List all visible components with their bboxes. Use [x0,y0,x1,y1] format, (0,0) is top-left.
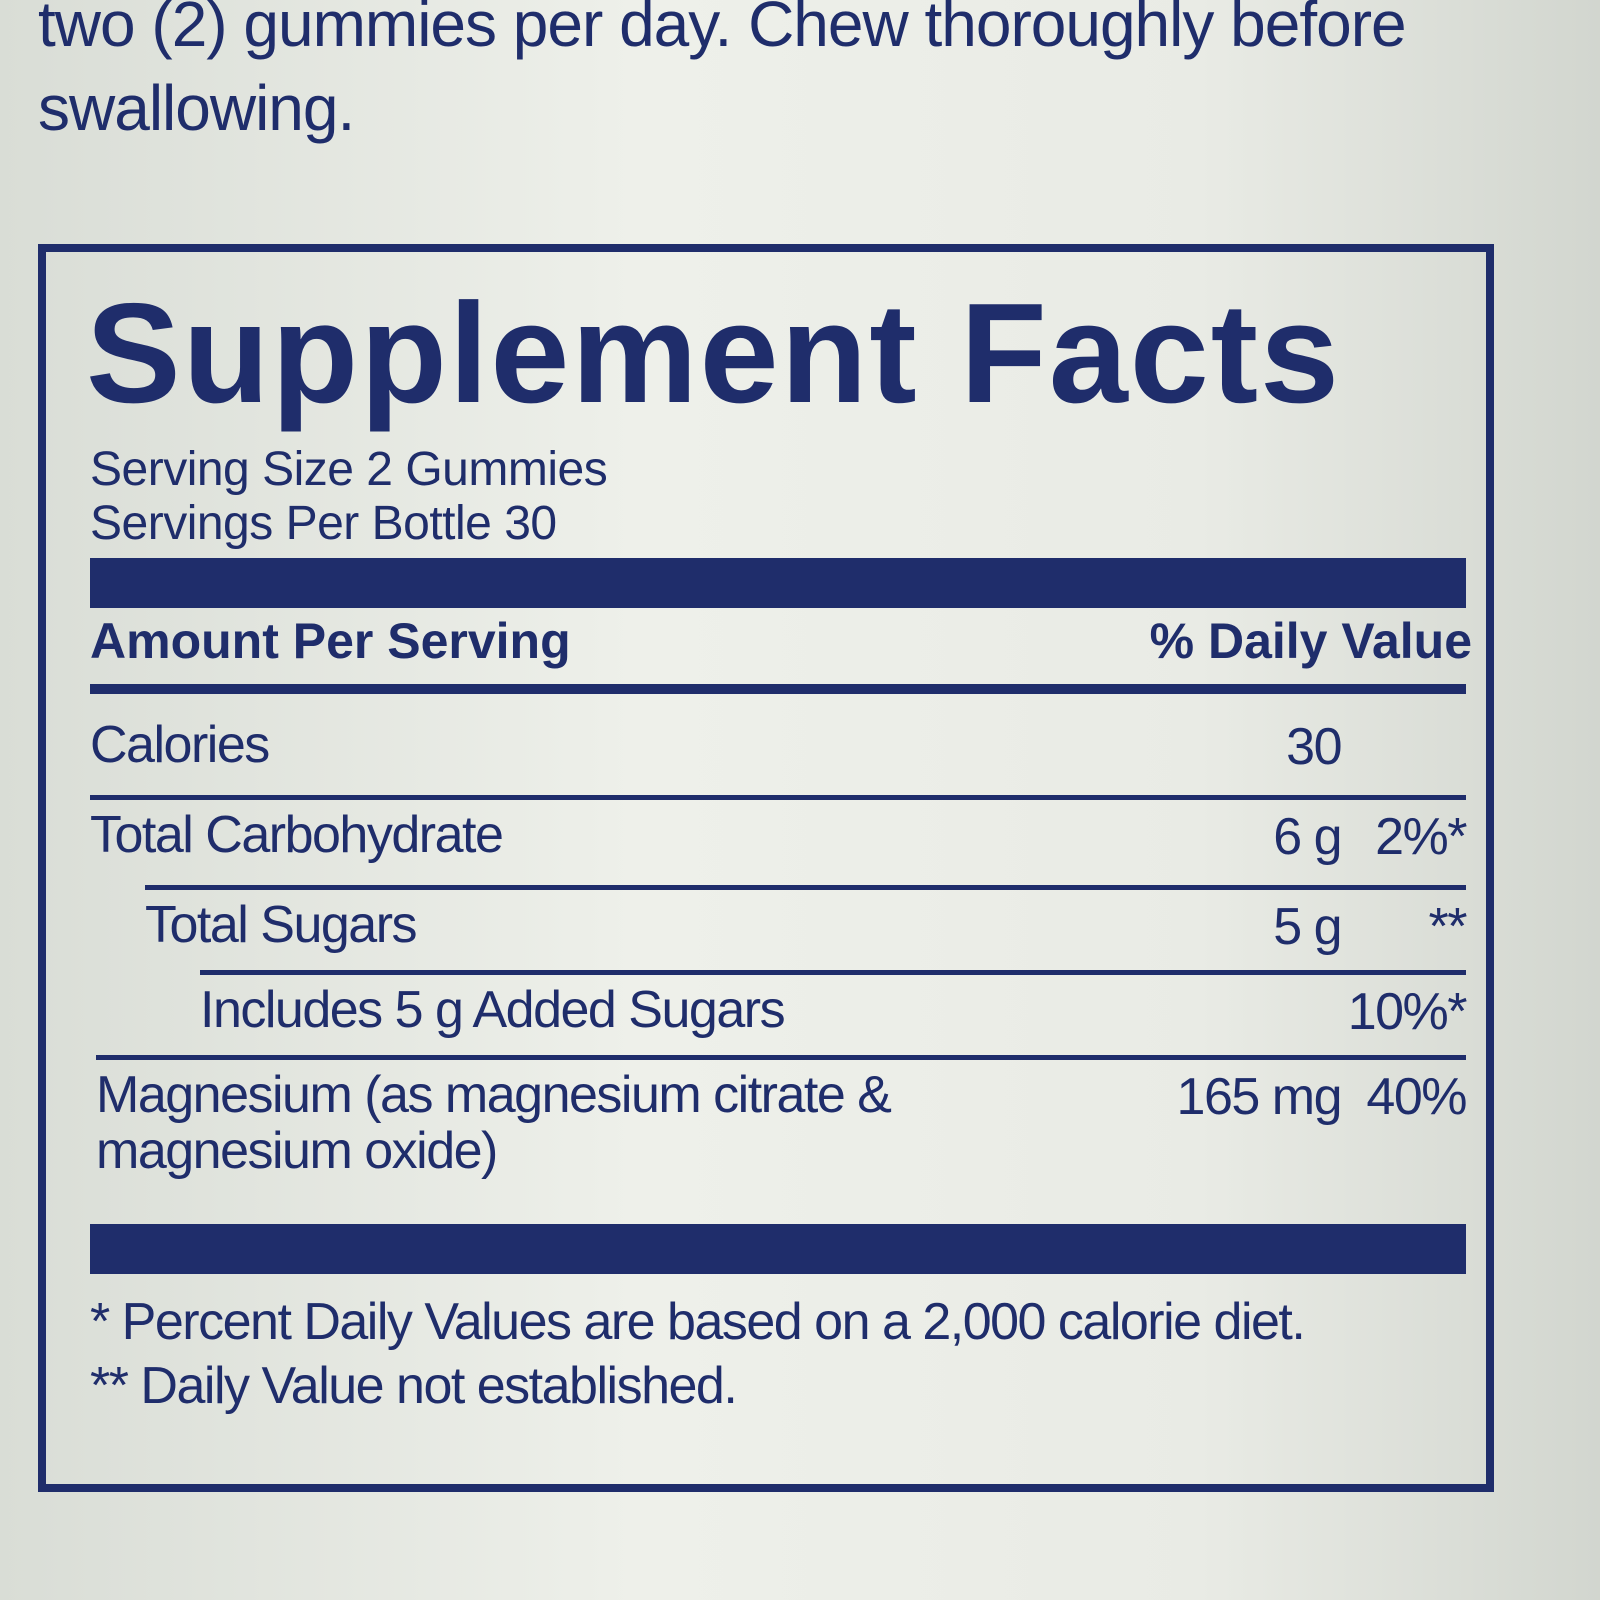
daily-value: 10%* [1347,983,1468,1041]
daily-value: 2%* [1375,808,1467,866]
daily-value: 40% [1366,1068,1467,1126]
row-rule [96,1055,1466,1060]
footnote: * Percent Daily Values are based on a 2,… [90,1293,1306,1351]
facts-panel: Supplement Facts Serving Size 2 Gummies … [38,244,1494,1492]
footnote: ** Daily Value not established. [90,1357,738,1415]
servings-per-container: Servings Per Bottle 30 [90,497,557,550]
intro-text: two (2) gummies per day. Chew thoroughly… [38,0,1407,144]
nutrient-name: Total Sugars [145,896,418,954]
row-rule [200,970,1466,975]
nutrient-name: Calories [90,716,270,774]
thick-rule [90,558,1466,608]
medium-rule [90,684,1466,694]
amount-header: Amount Per Serving [90,613,571,669]
dv-header: % Daily Value [1149,613,1472,669]
panel-title: Supplement Facts [86,274,1342,433]
row-rule [145,885,1466,890]
nutrient-amount: 165 mg [1176,1068,1343,1126]
nutrient-name: Total Carbohydrate [90,806,504,864]
serving-size: Serving Size 2 Gummies [90,443,608,496]
nutrient-amount: 6 g [1273,808,1342,866]
nutrient-amount: 5 g [1273,898,1342,956]
row-rule [90,795,1466,800]
nutrient-name: Includes 5 g Added Sugars [200,981,786,1039]
nutrient-name: Magnesium (as magnesium citrate & magnes… [96,1066,892,1180]
nutrient-amount: 30 [1286,718,1342,776]
thick-rule [90,1224,1466,1274]
daily-value: ** [1428,898,1468,956]
